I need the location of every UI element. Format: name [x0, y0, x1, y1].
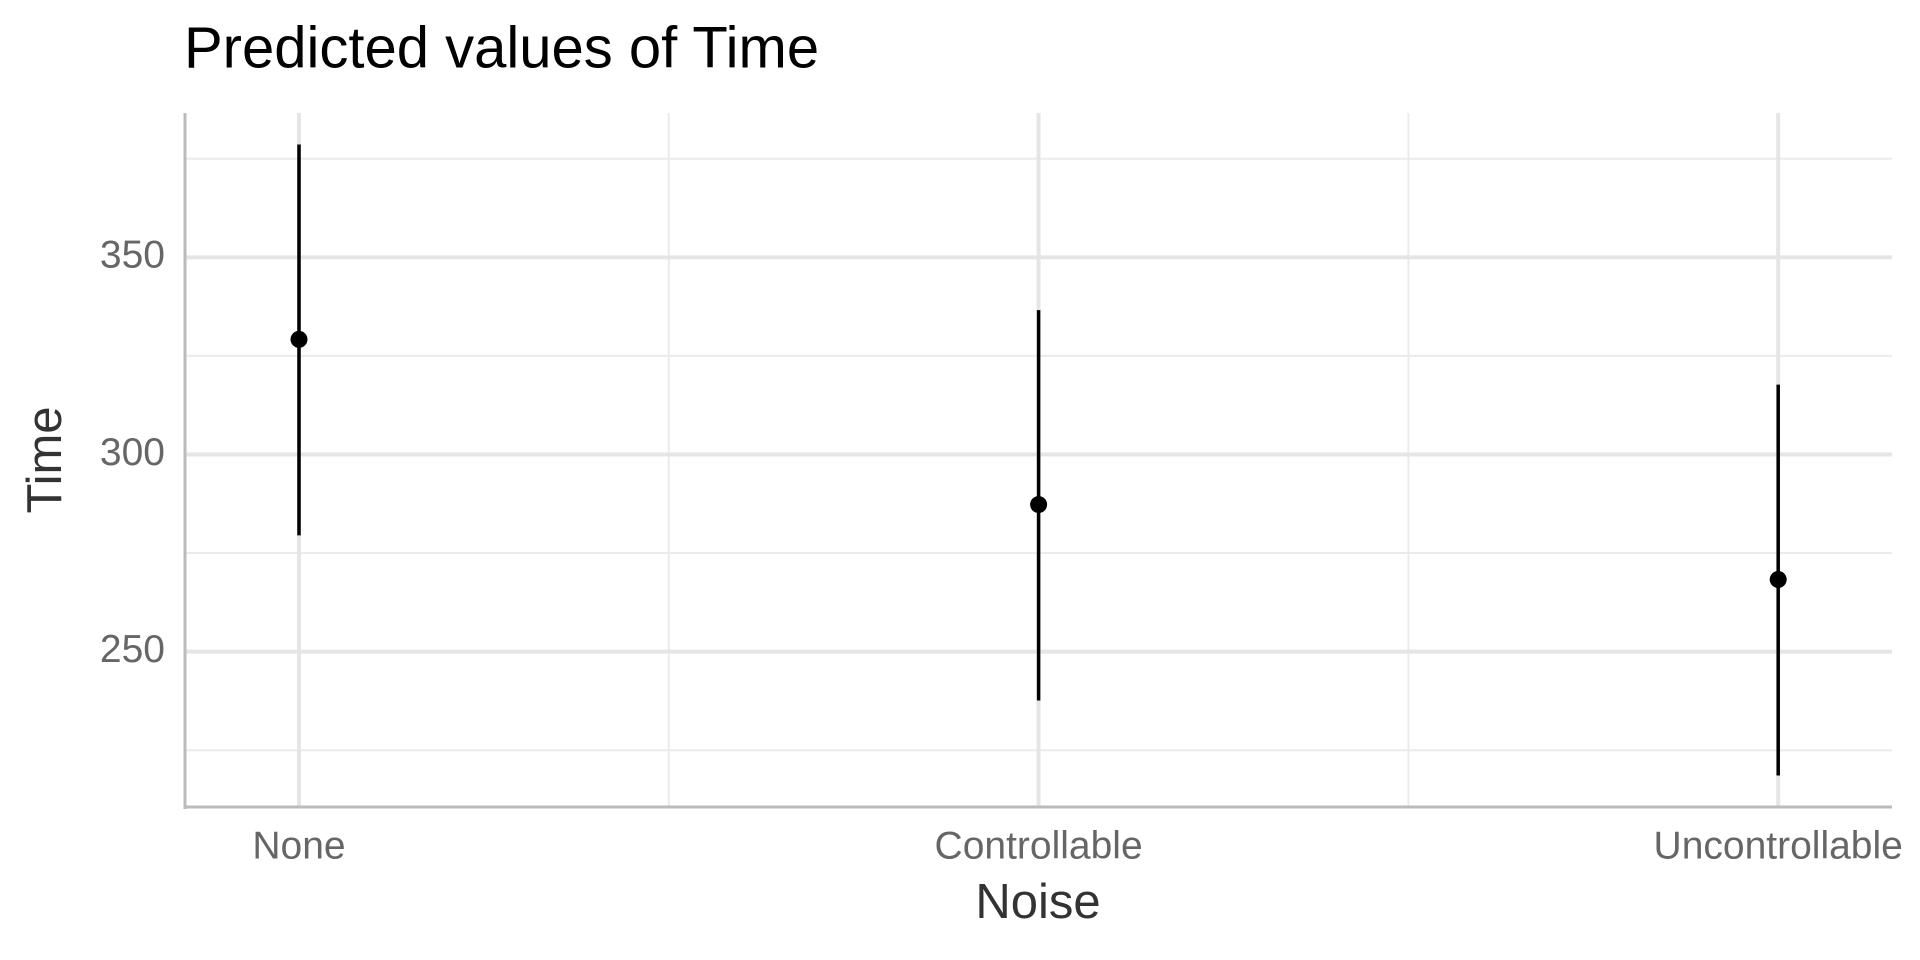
x-tick-label: None	[252, 824, 345, 867]
y-tick-label: 300	[100, 431, 165, 474]
point	[290, 330, 308, 348]
point	[1769, 570, 1787, 588]
point	[1030, 496, 1048, 514]
x-tick-label: Controllable	[935, 824, 1143, 867]
y-axis-title: Time	[18, 406, 72, 513]
chart-title: Predicted values of Time	[184, 15, 819, 80]
y-tick-label: 350	[100, 234, 165, 277]
x-axis-title: Noise	[975, 875, 1100, 929]
y-tick-label: 250	[100, 628, 165, 671]
x-tick-label: Uncontrollable	[1654, 824, 1903, 867]
